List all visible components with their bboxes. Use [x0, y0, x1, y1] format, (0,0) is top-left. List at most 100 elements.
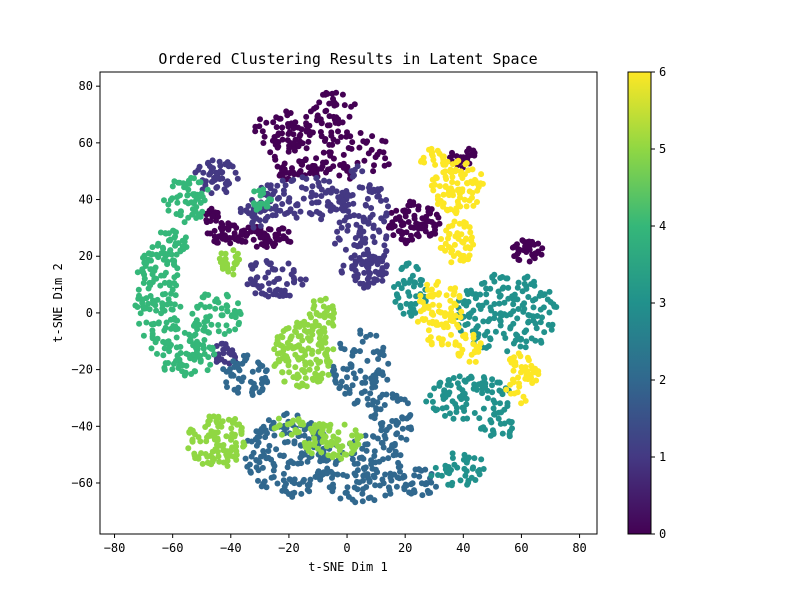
scatter-point-cluster-2: [402, 481, 409, 488]
scatter-point-cluster-5: [234, 421, 241, 428]
scatter-point-cluster-2: [284, 438, 291, 445]
scatter-point-cluster-2: [304, 458, 311, 465]
scatter-point-cluster-6: [517, 353, 524, 360]
scatter-point-cluster-2: [286, 476, 293, 483]
scatter-point-cluster-0: [279, 124, 286, 131]
scatter-point-cluster-1: [366, 184, 372, 191]
scatter-point-cluster-3: [532, 320, 539, 327]
scatter-point-cluster-5: [238, 429, 245, 436]
scatter-point-cluster-0: [291, 171, 298, 178]
scatter-point-cluster-4: [149, 251, 156, 258]
scatter-point-cluster-5: [286, 369, 293, 376]
scatter-point-cluster-0: [522, 243, 529, 250]
scatter-point-cluster-4: [167, 300, 174, 307]
scatter-point-cluster-2: [371, 453, 378, 459]
scatter-point-cluster-1: [383, 197, 390, 203]
scatter-point-cluster-3: [470, 464, 477, 471]
scatter-point-cluster-3: [444, 381, 451, 388]
scatter-point-cluster-4: [162, 250, 169, 257]
scatter-point-cluster-1: [300, 195, 307, 202]
scatter-point-cluster-0: [369, 133, 376, 140]
scatter-point-cluster-0: [526, 243, 533, 250]
scatter-point-cluster-6: [448, 305, 455, 312]
scatter-point-cluster-1: [249, 265, 256, 272]
scatter-point-cluster-2: [291, 480, 298, 487]
scatter-point-cluster-6: [438, 236, 445, 242]
scatter-point-cluster-0: [279, 172, 286, 179]
scatter-point-cluster-3: [488, 307, 495, 314]
scatter-point-cluster-0: [263, 119, 270, 126]
scatter-point-cluster-2: [240, 374, 247, 381]
scatter-point-cluster-3: [485, 343, 492, 350]
scatter-point-cluster-3: [551, 303, 558, 310]
scatter-point-cluster-0: [275, 143, 282, 150]
scatter-point-cluster-2: [253, 428, 260, 435]
scatter-point-cluster-4: [206, 303, 213, 310]
scatter-point-cluster-2: [374, 399, 381, 406]
scatter-point-cluster-4: [195, 195, 201, 202]
scatter-point-cluster-3: [443, 404, 450, 411]
scatter-point-cluster-5: [275, 415, 282, 422]
scatter-point-cluster-4: [135, 286, 142, 293]
scatter-point-cluster-4: [185, 186, 192, 193]
scatter-point-cluster-3: [477, 306, 484, 312]
scatter-point-cluster-2: [333, 379, 339, 386]
scatter-point-cluster-3: [497, 310, 504, 317]
scatter-point-cluster-6: [448, 331, 454, 338]
scatter-point-cluster-2: [301, 451, 308, 458]
scatter-point-cluster-3: [466, 314, 473, 320]
scatter-point-cluster-2: [397, 468, 403, 475]
scatter-point-cluster-2: [379, 372, 386, 378]
scatter-point-cluster-0: [514, 241, 520, 248]
scatter-point-cluster-1: [340, 197, 347, 204]
scatter-point-cluster-4: [202, 304, 209, 311]
scatter-point-cluster-4: [168, 306, 175, 313]
scatter-point-cluster-2: [372, 482, 379, 489]
scatter-point-cluster-5: [320, 303, 327, 310]
scatter-point-cluster-3: [496, 379, 503, 386]
scatter-point-cluster-2: [406, 489, 413, 496]
scatter-point-cluster-4: [148, 345, 155, 352]
scatter-point-cluster-2: [315, 468, 322, 475]
scatter-point-cluster-4: [149, 327, 156, 334]
scatter-point-cluster-0: [336, 172, 343, 179]
scatter-point-cluster-2: [375, 356, 382, 362]
scatter-point-cluster-2: [258, 380, 265, 387]
scatter-point-cluster-1: [274, 182, 281, 189]
scatter-point-cluster-4: [136, 320, 143, 327]
scatter-point-cluster-2: [305, 436, 312, 443]
scatter-point-cluster-1: [338, 268, 345, 275]
scatter-point-cluster-1: [363, 202, 369, 209]
scatter-point-cluster-1: [381, 242, 388, 249]
scatter-point-cluster-5: [348, 450, 355, 456]
scatter-point-cluster-5: [195, 455, 202, 462]
scatter-point-cluster-1: [244, 281, 251, 288]
scatter-point-cluster-2: [403, 436, 410, 443]
scatter-point-cluster-5: [307, 336, 314, 343]
scatter-point-cluster-3: [515, 279, 522, 286]
scatter-point-cluster-5: [310, 305, 317, 312]
scatter-point-cluster-0: [405, 219, 412, 225]
scatter-point-cluster-0: [470, 147, 477, 154]
scatter-point-cluster-1: [369, 189, 375, 196]
scatter-point-cluster-2: [250, 449, 257, 456]
scatter-point-cluster-1: [288, 178, 295, 184]
scatter-point-cluster-2: [362, 374, 369, 381]
scatter-point-cluster-1: [214, 184, 221, 190]
scatter-point-cluster-5: [211, 456, 217, 463]
scatter-point-cluster-0: [385, 161, 392, 168]
scatter-point-cluster-3: [438, 472, 445, 479]
scatter-point-cluster-5: [329, 320, 335, 327]
scatter-point-cluster-0: [347, 133, 354, 140]
scatter-point-cluster-0: [318, 133, 325, 140]
scatter-point-cluster-2: [369, 401, 376, 408]
scatter-point-cluster-1: [326, 178, 333, 185]
scatter-point-cluster-2: [379, 476, 386, 483]
scatter-point-cluster-6: [433, 175, 440, 182]
scatter-point-cluster-4: [160, 352, 167, 359]
scatter-point-cluster-6: [469, 194, 475, 201]
scatter-point-cluster-5: [328, 438, 335, 445]
scatter-point-cluster-6: [446, 192, 453, 199]
scatter-point-cluster-6: [433, 281, 440, 288]
scatter-point-cluster-0: [514, 251, 521, 258]
